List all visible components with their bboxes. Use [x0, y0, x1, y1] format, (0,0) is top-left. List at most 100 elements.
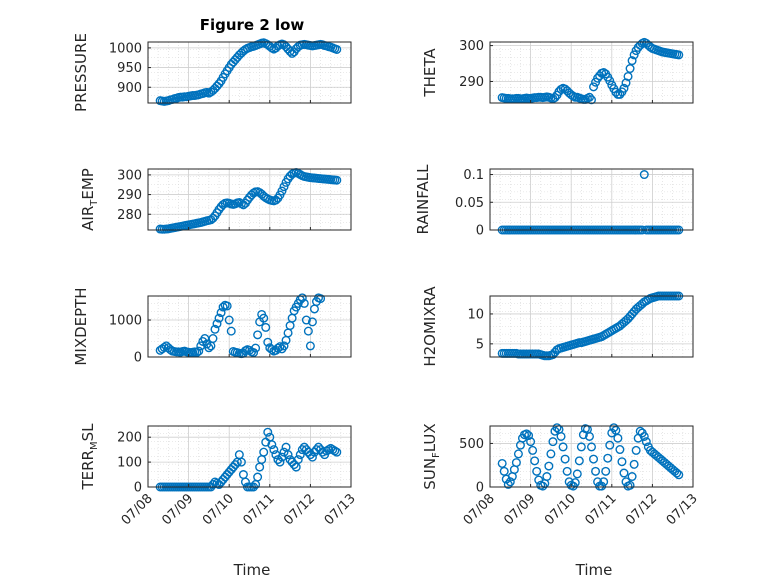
- y-axis-label: RAINFALL: [414, 164, 432, 235]
- data-point: [591, 466, 601, 476]
- y-tick-label: 0.1: [463, 168, 484, 183]
- data-point: [253, 330, 263, 340]
- y-tick-label: 900: [117, 81, 142, 96]
- data-point: [560, 454, 570, 464]
- data-point: [584, 431, 594, 441]
- y-tick-label: 290: [117, 188, 142, 203]
- data-point: [208, 480, 218, 490]
- y-tick-label: 0: [476, 481, 484, 496]
- data-point: [263, 427, 273, 437]
- x-tick-label: 07/13: [664, 491, 701, 528]
- data-point: [589, 82, 599, 92]
- data-point: [674, 50, 684, 60]
- data-point: [303, 326, 313, 336]
- data-point: [574, 456, 584, 466]
- data-point: [546, 449, 556, 459]
- subplot-1: 900 950 1000 PRESSURE: [72, 33, 352, 112]
- x-axis-label-right: Time: [575, 561, 613, 579]
- subplot-7: 0 100 200 TERRMSL 07/08 07/09 07/10 07/11 07/12 0…: [79, 423, 359, 528]
- data-point: [629, 459, 639, 469]
- data-point: [674, 470, 684, 480]
- data-point: [542, 472, 552, 482]
- data-point: [576, 442, 586, 452]
- data-point: [299, 298, 309, 308]
- y-tick-label: 1000: [109, 314, 142, 329]
- data-point: [196, 341, 206, 351]
- axes-box: [147, 425, 352, 488]
- x-tick-label: 07/08: [461, 491, 498, 528]
- data-point: [556, 431, 566, 441]
- data-point: [273, 343, 283, 353]
- figure-title: Figure 2 low: [200, 16, 305, 34]
- data-point: [301, 315, 311, 325]
- y-tick-label: 100: [117, 456, 142, 471]
- data-point: [619, 83, 629, 93]
- y-axis-label: MIXDEPTH: [72, 287, 90, 365]
- data-point: [609, 423, 619, 433]
- data-point: [212, 319, 222, 329]
- data-point: [259, 313, 269, 323]
- y-axis-label: SUNFLUX: [421, 423, 442, 489]
- data-point: [222, 301, 232, 311]
- y-tick-label: 0: [134, 481, 142, 496]
- data-point: [293, 455, 303, 465]
- y-tick-label: 0.05: [455, 196, 484, 211]
- data-point: [295, 450, 305, 460]
- data-point: [544, 461, 554, 471]
- x-tick-label: 07/09: [501, 491, 538, 528]
- data-point: [210, 324, 220, 334]
- data-point: [641, 437, 651, 447]
- y-tick-label: 0: [476, 224, 484, 239]
- data-point: [615, 445, 625, 455]
- data-point: [208, 334, 218, 344]
- y-tick-label: 5: [476, 337, 484, 352]
- y-tick-label: 500: [459, 437, 484, 452]
- y-axis-label: H2OMIXRA: [421, 286, 439, 367]
- data-point: [511, 458, 521, 468]
- data-point: [505, 477, 515, 487]
- axes-box: [147, 168, 352, 231]
- data-point: [617, 457, 627, 467]
- data-point: [259, 447, 269, 457]
- data-point: [548, 437, 558, 447]
- y-tick-label: 300: [459, 39, 484, 54]
- data-point: [631, 445, 641, 455]
- axes-box: [489, 168, 694, 231]
- data-point: [619, 468, 629, 478]
- data-point: [623, 71, 633, 81]
- axes-box: [489, 41, 694, 104]
- data-point: [603, 453, 613, 463]
- data-point: [332, 44, 342, 54]
- data-point: [587, 95, 597, 105]
- data-point: [605, 76, 615, 86]
- y-tick-label: 10: [467, 307, 484, 322]
- subplot-5: 0 1000 MIXDEPTH: [72, 287, 352, 366]
- y-axis-label: PRESSURE: [72, 33, 90, 112]
- data-point: [277, 186, 287, 196]
- data-point: [279, 341, 289, 351]
- y-tick-label: 290: [459, 75, 484, 90]
- data-point: [524, 431, 534, 441]
- data-point: [513, 449, 523, 459]
- data-point: [526, 437, 536, 447]
- data-point: [267, 440, 277, 450]
- x-tick-label: 07/13: [322, 491, 359, 528]
- axes-box: [147, 41, 352, 104]
- axes-box: [489, 295, 694, 358]
- data-point: [297, 293, 307, 303]
- data-point: [275, 457, 285, 467]
- data-point: [332, 447, 342, 457]
- data-point: [503, 479, 513, 489]
- x-tick-label: 07/11: [241, 491, 278, 528]
- data-point: [226, 326, 236, 336]
- data-point: [550, 93, 560, 103]
- data-point: [251, 343, 261, 353]
- x-tick-label: 07/11: [583, 491, 620, 528]
- data-point: [625, 480, 635, 490]
- axes-box: [489, 425, 694, 488]
- data-point: [538, 481, 548, 491]
- data-point: [562, 466, 572, 476]
- axes-box: [147, 295, 352, 358]
- data-point: [275, 342, 285, 352]
